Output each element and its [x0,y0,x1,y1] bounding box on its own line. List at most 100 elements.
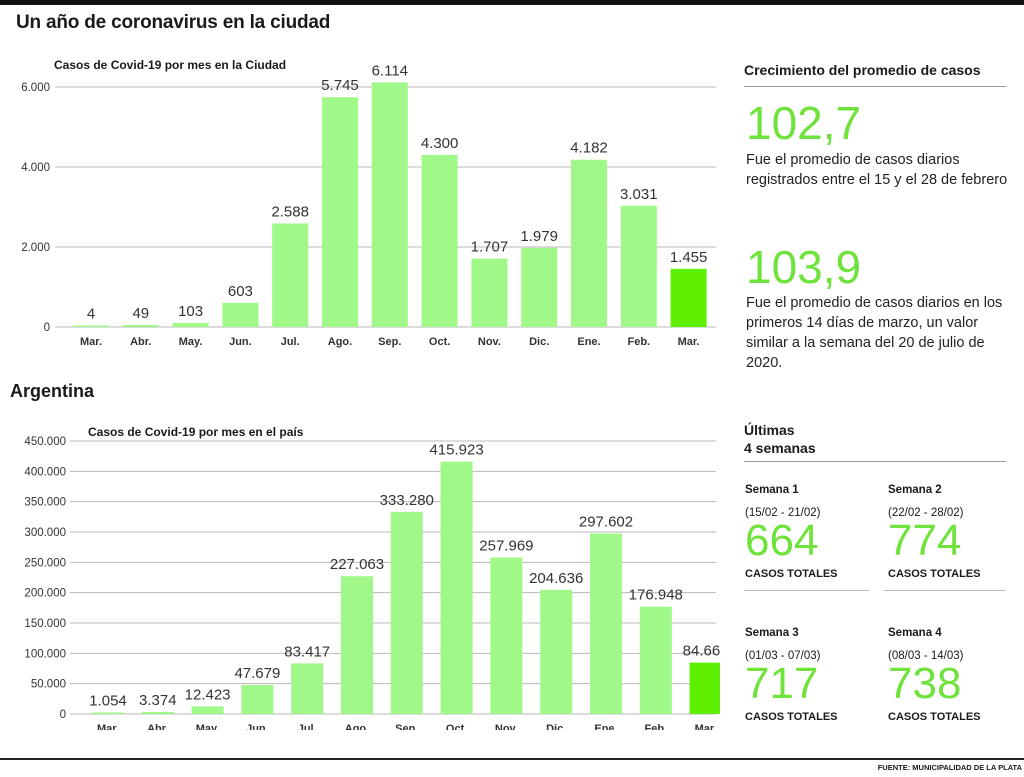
value-label: 1.979 [520,228,558,245]
value-label: 4 [87,306,95,323]
y-tick-label: 50.000 [31,679,66,691]
category-label: Sep. [378,336,401,348]
bar [191,706,224,714]
value-label: 6.114 [372,62,408,79]
week-label: Semana 1 [745,484,799,496]
weeks-heading-line2: 4 semanas [744,440,816,456]
value-label: 1.707 [471,239,509,256]
category-label: Abr. [130,336,151,348]
category-label: Jun. [246,723,269,730]
bar [341,576,373,714]
bar [73,325,109,327]
week-dates: (01/03 - 07/03) [745,650,821,662]
category-label: Mar. [695,723,717,730]
week-dates: (22/02 - 28/02) [888,507,964,519]
bar [172,322,209,327]
bar [521,247,558,327]
bar [141,711,174,714]
category-label: Dic. [546,723,566,730]
week-total-label: CASOS TOTALES [888,711,981,723]
value-label: 103 [178,303,203,320]
category-label: Ene. [577,336,600,348]
category-label: Jul. [281,336,300,348]
category-label: Ene. [594,723,617,730]
y-tick-label: 6.000 [21,82,50,94]
argentina-section-title: Argentina [10,381,95,401]
value-label: 4.182 [570,140,608,157]
value-label: 227.063 [330,556,384,573]
bar [371,82,408,327]
growth-stat2-text: Fue el promedio de casos diarios en los … [746,295,1003,371]
bar [590,533,622,714]
bar [390,511,423,714]
category-label: Mar. [678,336,700,348]
value-label: 84.660 [683,643,720,660]
value-label: 3.031 [620,186,658,203]
category-label: Dic. [529,336,549,348]
top-border [0,0,1024,5]
bar [670,268,707,327]
weeks-heading-line1: Últimas [744,422,795,438]
value-label: 1.054 [89,693,127,710]
week-label: Semana 4 [888,627,942,639]
weeks-divider [744,461,1006,462]
week-label: Semana 2 [888,484,942,496]
bar [122,325,159,327]
bar [241,685,274,714]
value-label: 176.948 [629,587,683,604]
value-label: 47.679 [234,665,280,682]
week-label: Semana 3 [745,627,799,639]
y-tick-label: 2.000 [21,242,50,254]
category-label: Jun. [229,336,252,348]
y-tick-label: 250.000 [24,557,66,569]
growth-stat1-value: 102,7 [746,97,862,149]
category-label: Oct. [429,336,450,348]
bar [540,589,573,714]
bar [639,606,672,714]
growth-divider [744,86,1006,87]
value-label: 415.923 [429,442,483,459]
category-label: Mar. [80,336,102,348]
value-label: 12.423 [185,686,231,703]
value-label: 204.636 [529,570,583,587]
bar [620,205,657,327]
bar [689,662,720,714]
week-divider-left [744,590,869,591]
y-tick-label: 450.000 [24,436,66,448]
week-total-label: CASOS TOTALES [745,711,838,723]
category-label: May. [196,723,220,730]
week-count: 738 [888,659,962,708]
y-tick-label: 4.000 [21,162,50,174]
value-label: 49 [132,305,149,322]
week-dates: (15/02 - 21/02) [745,507,821,519]
value-label: 3.374 [139,692,177,709]
category-label: Feb. [644,723,667,730]
source-note: FUENTE: MUNICIPALIDAD DE LA PLATA [877,763,1022,772]
value-label: 5.745 [321,77,359,94]
week-count: 717 [745,659,819,708]
chart-title: Casos de Covid-19 por mes en la Ciudad [54,58,286,72]
category-label: Mar. [97,723,119,730]
week-total-label: CASOS TOTALES [745,568,838,580]
week-total-label: CASOS TOTALES [888,568,981,580]
growth-stat1-text: Fue el promedio de casos diarios registr… [746,152,1008,188]
week-card-2: Semana 2 (22/02 - 28/02) 774 CASOS TOTAL… [888,484,1018,580]
bar [490,557,523,714]
y-tick-label: 100.000 [24,648,66,660]
week-count: 774 [888,516,962,565]
bar [421,155,458,327]
chart-title: Casos de Covid-19 por mes en el país [88,425,304,439]
category-label: Abr. [147,723,168,730]
bar [222,302,259,327]
y-tick-label: 350.000 [24,497,66,509]
y-tick-label: 400.000 [24,466,66,478]
value-label: 603 [228,283,253,300]
value-label: 2.588 [271,203,309,220]
category-label: Nov. [478,336,501,348]
value-label: 257.969 [479,537,533,554]
y-tick-label: 200.000 [24,588,66,600]
y-tick-label: 0 [44,322,50,334]
week-count: 664 [745,516,819,565]
y-tick-label: 0 [60,709,66,721]
category-label: Jul. [298,723,317,730]
